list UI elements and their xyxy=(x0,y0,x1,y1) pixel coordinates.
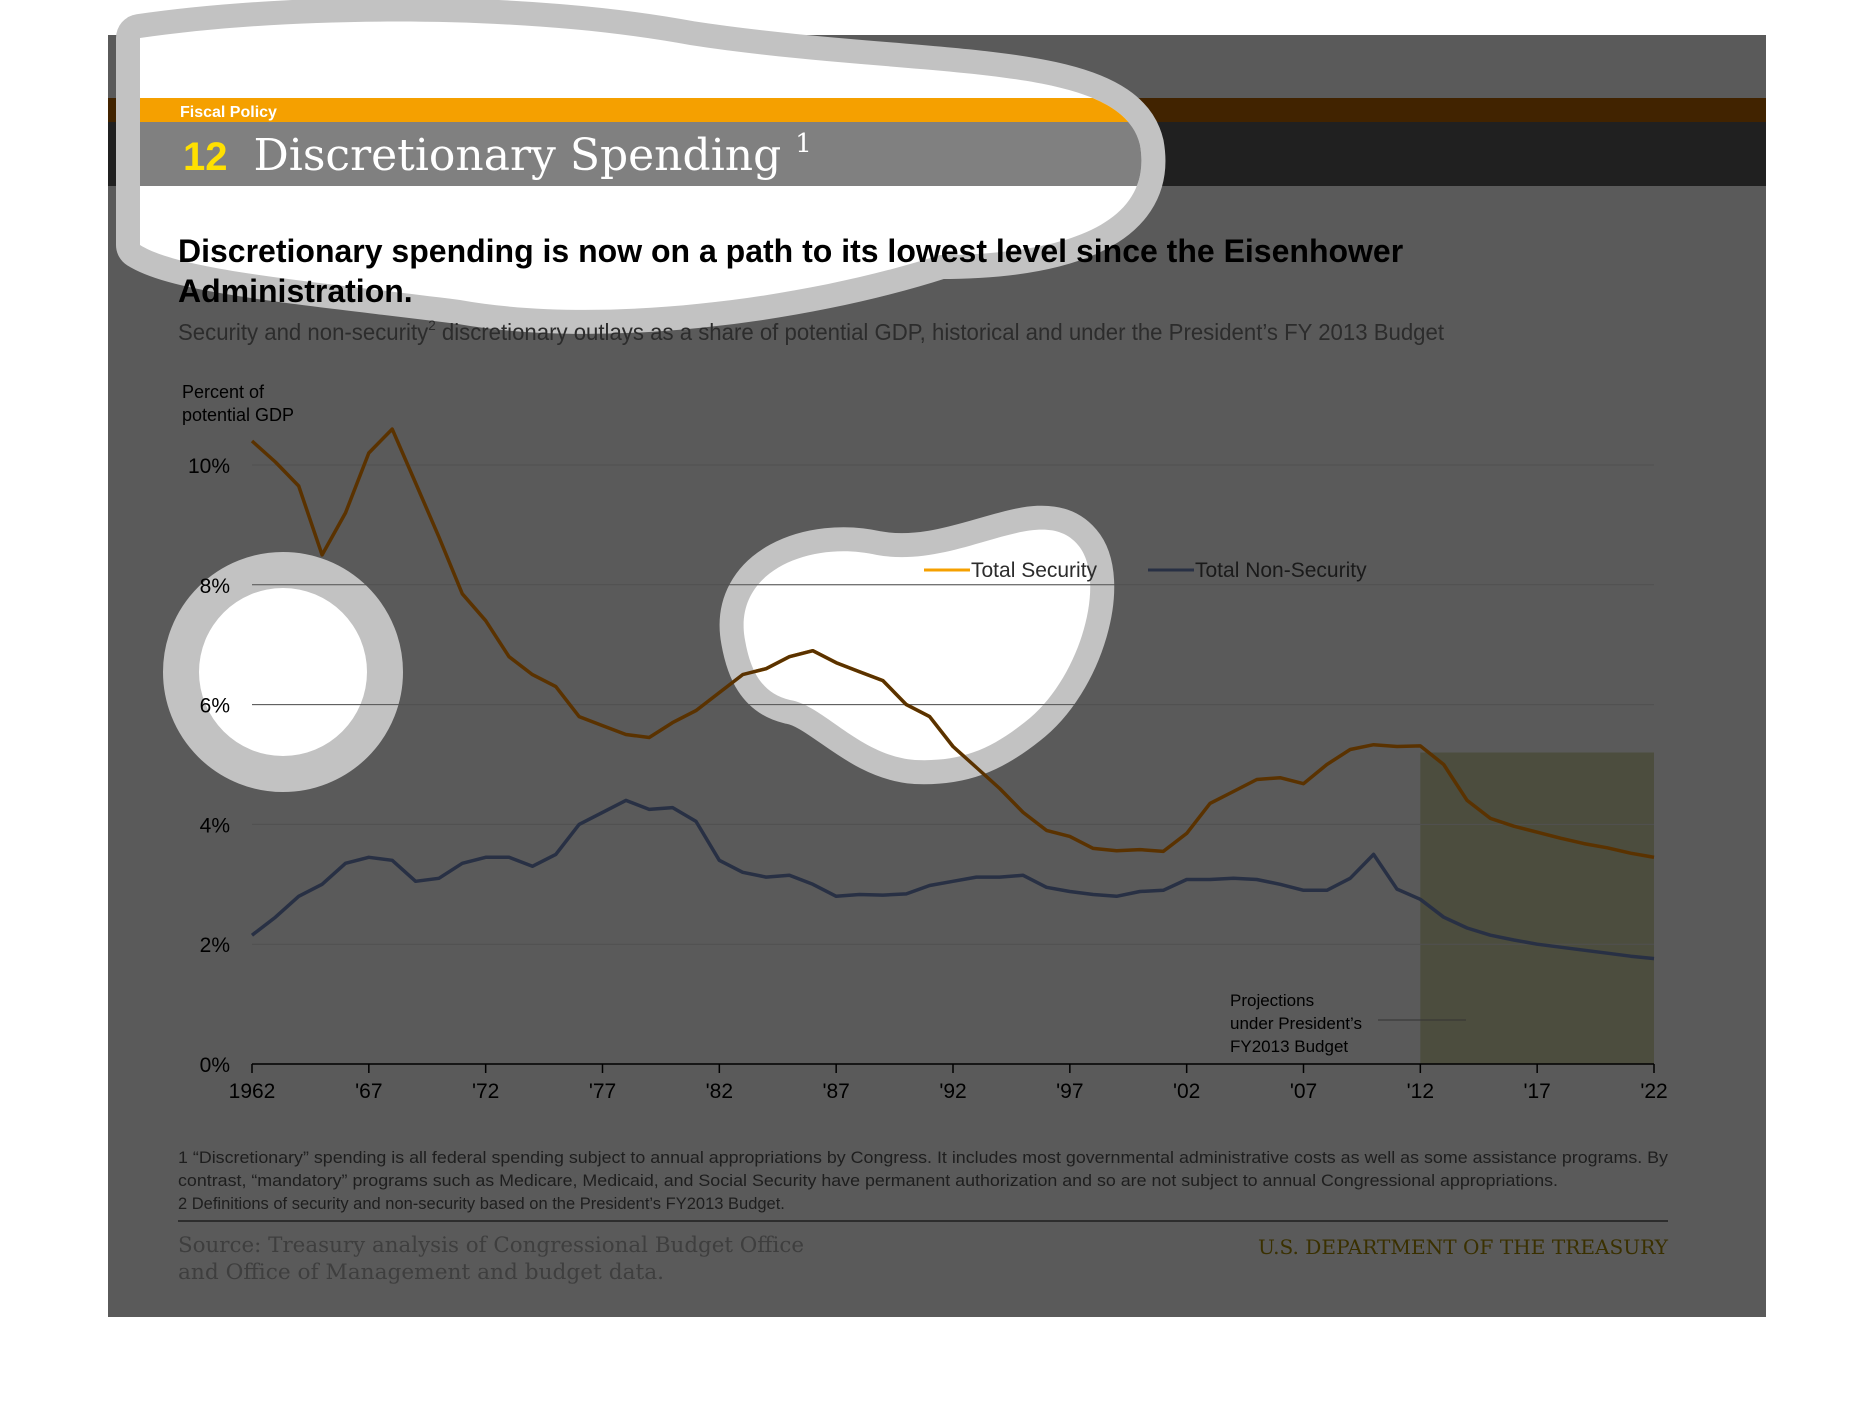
gridlines xyxy=(252,464,1654,945)
projection-label-line-3: FY2013 Budget xyxy=(1230,1037,1348,1056)
projection-label-line-1: Projections xyxy=(1230,991,1314,1010)
projection-band xyxy=(1420,752,1654,1064)
projection-label-line-2: under President’s xyxy=(1230,1014,1362,1033)
chart-subtitle: Security and non-security2 discretionary… xyxy=(178,317,1445,345)
slide-number: 12 xyxy=(183,135,228,179)
x-tick-label: '12 xyxy=(1407,1080,1434,1103)
y-tick-label: 8% xyxy=(200,575,230,598)
x-axis: 1962 '67 '72 '77 '82 '87 '92 '97 '02 '07 '12 '17 '22 xyxy=(229,1063,1668,1103)
y-tick-label: 2% xyxy=(200,934,230,957)
agency-name: U.S. DEPARTMENT OF THE TREASURY xyxy=(1258,1235,1669,1259)
section-bar-lit xyxy=(140,98,1142,122)
y-axis-title-line-2: potential GDP xyxy=(182,405,294,425)
y-tick-label: 4% xyxy=(200,814,230,837)
x-tick-label: '02 xyxy=(1173,1080,1200,1103)
subtitle-sup: 2 xyxy=(428,317,436,333)
source-line-1: Source: Treasury analysis of Congression… xyxy=(178,1233,804,1257)
y-tick-label: 0% xyxy=(200,1054,230,1077)
slide-heading: 12 Discretionary Spending 1 xyxy=(183,129,812,181)
slide-title: Discretionary Spending xyxy=(254,130,782,181)
series-line-non-security xyxy=(250,798,1655,961)
x-tick-label: '72 xyxy=(472,1080,499,1103)
title-bar-lit xyxy=(140,122,1142,186)
x-tick-label: '97 xyxy=(1056,1080,1083,1103)
section-label: Fiscal Policy xyxy=(180,104,277,121)
x-tick-label: '82 xyxy=(706,1080,733,1103)
x-tick-label: '77 xyxy=(589,1080,616,1103)
footnote-1-line-1: 1 “Discretionary” spending is all federa… xyxy=(178,1149,1669,1167)
x-tick-label: '22 xyxy=(1640,1080,1667,1103)
x-tick-label: 1962 xyxy=(229,1080,276,1103)
y-tick-label: 6% xyxy=(200,695,230,718)
y-axis-ticks: 0% 2% 4% 6% 8% 10% xyxy=(188,455,230,1077)
y-tick-label: 10% xyxy=(188,455,230,478)
x-tick-label: '07 xyxy=(1290,1080,1317,1103)
x-tick-label: '67 xyxy=(355,1080,382,1103)
projection-annotation: Projections under President’s FY2013 Bud… xyxy=(1230,991,1466,1056)
footnote-1-line-2: contrast, “mandatory” programs such as M… xyxy=(178,1172,1558,1190)
x-tick-label: '17 xyxy=(1523,1080,1550,1103)
legend: Total Security Total Non-Security xyxy=(924,559,1367,582)
highlight-ring-yaxis xyxy=(163,552,403,792)
legend-label-non-security: Total Non-Security xyxy=(1195,559,1367,582)
x-tick-label: '87 xyxy=(822,1080,849,1103)
y-axis-title-line-1: Percent of xyxy=(182,382,265,402)
subtitle-text: Security and non-security xyxy=(178,319,429,345)
source-line-2: and Office of Management and budget data… xyxy=(178,1260,664,1284)
headline-line-1: Discretionary spending is now on a path … xyxy=(178,233,1403,269)
legend-label-security: Total Security xyxy=(971,559,1098,582)
x-tick-label: '92 xyxy=(939,1080,966,1103)
line-chart: 0% 2% 4% 6% 8% 10% 1962 '67 '72 '77 '82 '87 '92 '97 '… xyxy=(188,427,1668,1103)
subtitle-text-rest: discretionary outlays as a share of pote… xyxy=(436,319,1445,345)
footnote-2: 2 Definitions of security and non-securi… xyxy=(178,1195,785,1213)
series-line-security xyxy=(250,427,1655,860)
slide-title-sup: 1 xyxy=(795,129,812,159)
headline-line-2: Administration. xyxy=(178,273,413,309)
